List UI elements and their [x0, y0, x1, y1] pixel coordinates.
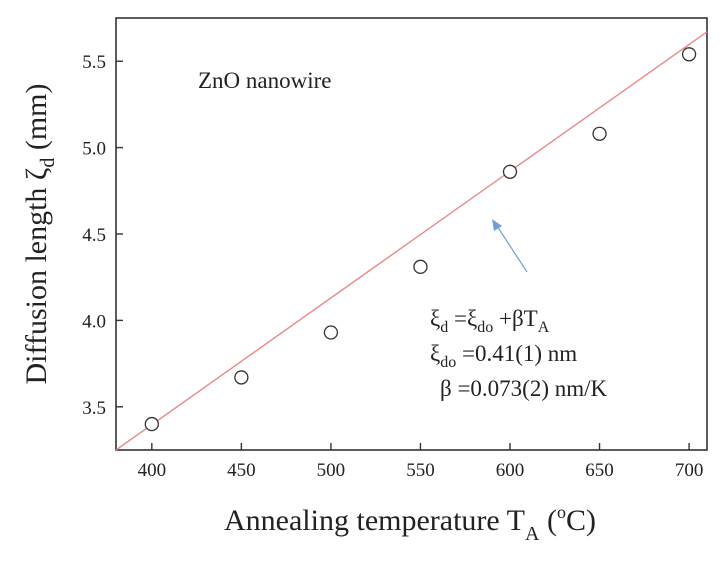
x-tick-label: 700: [675, 460, 704, 481]
axis-ticks: [116, 60, 690, 450]
data-point: [592, 126, 607, 141]
x-tick-label: 550: [406, 460, 435, 481]
x-tick-label: 400: [138, 460, 167, 481]
annotation-arrow: [492, 219, 528, 273]
y-tick-label: 4.0: [82, 311, 106, 332]
equation-line-2: ξdo =0.41(1) nm: [430, 341, 577, 371]
data-point: [144, 416, 159, 432]
equation-line-3: β =0.073(2) nm/K: [440, 376, 608, 401]
y-tick-label: 4.5: [82, 225, 106, 246]
data-point: [234, 370, 249, 385]
data-point: [413, 259, 428, 274]
data-point: [502, 164, 518, 179]
y-tick-label: 3.5: [82, 398, 106, 419]
x-tick-label: 500: [317, 460, 346, 481]
sample-label: ZnO nanowire: [198, 68, 332, 93]
x-tick-label: 650: [585, 460, 614, 481]
y-tick-label: 5.5: [82, 52, 106, 73]
tick-labels: 400 450 500 550 600 650 700 3.5 4.0 4.5 5.0 5.5: [82, 52, 703, 481]
data-point: [323, 325, 339, 340]
x-tick-label: 450: [227, 460, 256, 481]
y-axis-title: Diffusion length ζd (mm): [20, 83, 59, 384]
equation-line-1: ξd =ξdo +βTA: [430, 306, 550, 336]
x-tick-label: 600: [496, 460, 525, 481]
y-tick-label: 5.0: [82, 139, 106, 160]
data-point: [681, 47, 697, 62]
data-points: [144, 47, 697, 432]
x-axis-title: Annealing temperature TA (oC): [224, 502, 596, 545]
fit-line: [115, 31, 708, 451]
